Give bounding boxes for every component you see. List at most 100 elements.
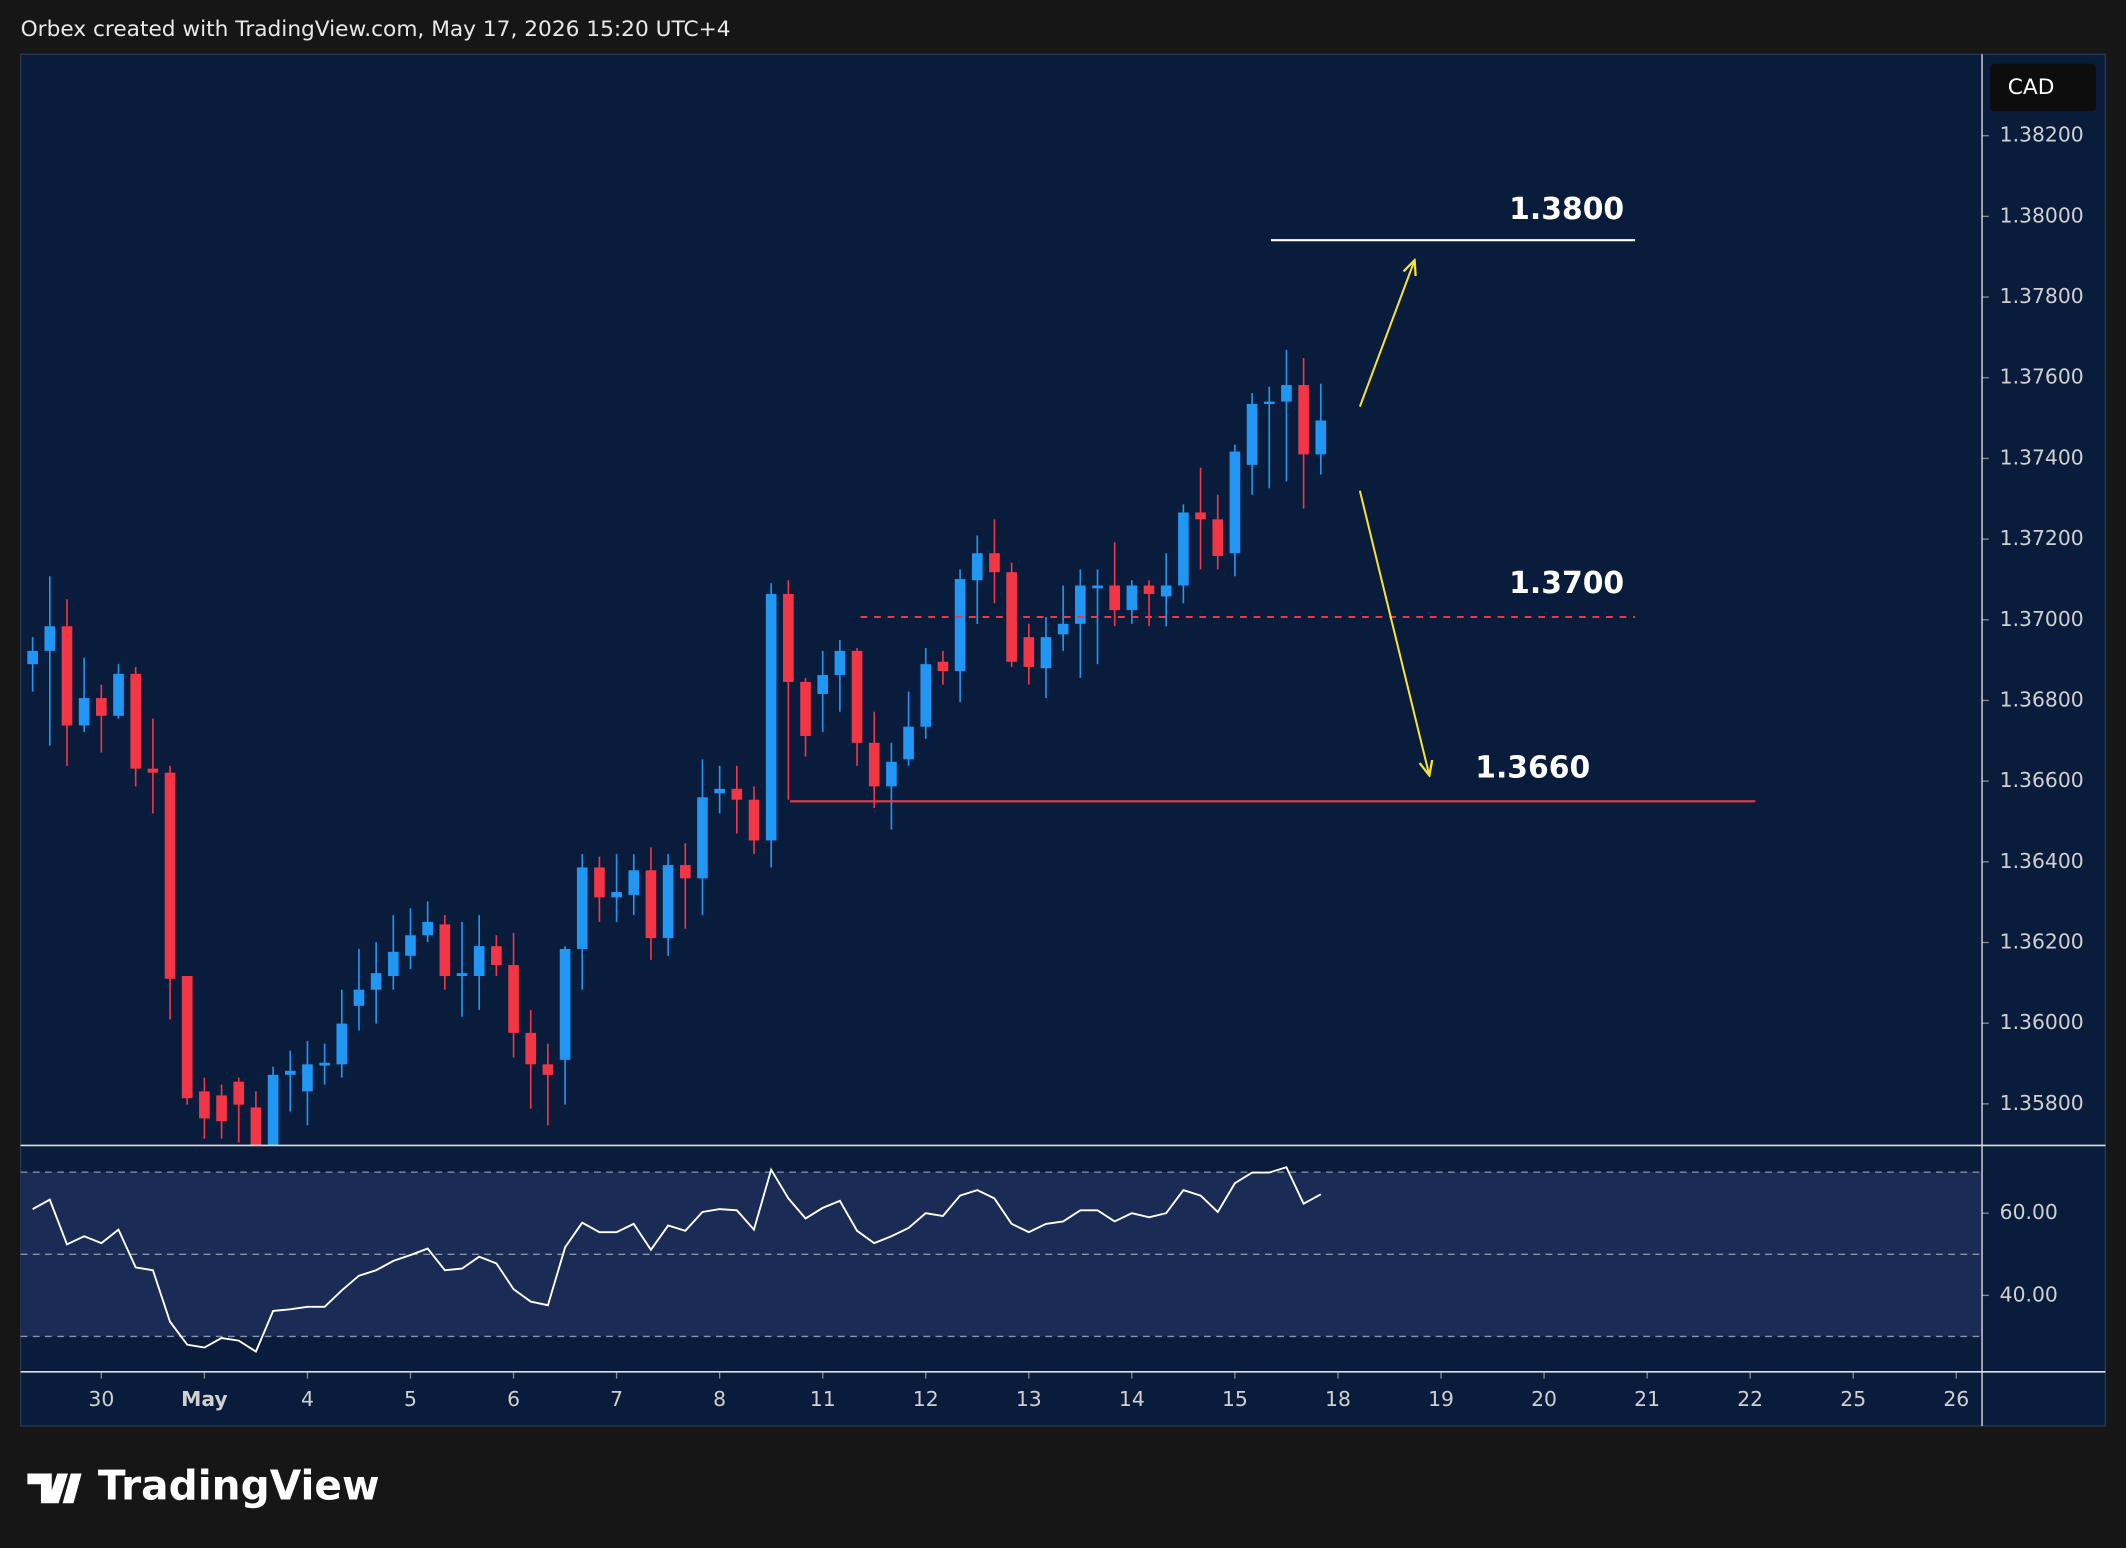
x-tick-label: 6 — [507, 1387, 520, 1411]
x-tick-label: 7 — [610, 1387, 623, 1411]
x-tick-label: 19 — [1428, 1387, 1454, 1411]
candle-body — [1126, 585, 1138, 611]
y-tick-label: 1.37000 — [2000, 607, 2084, 631]
candle-body — [954, 579, 966, 672]
candle-body — [731, 788, 743, 800]
candle-body — [353, 989, 365, 1006]
candle-body — [199, 1091, 210, 1119]
candle-body — [422, 921, 433, 936]
arrow-down — [1358, 490, 1429, 774]
candle-body — [473, 946, 485, 976]
candle-body — [78, 698, 90, 726]
candle-body — [284, 1070, 296, 1075]
currency: CAD — [2008, 75, 2055, 100]
candle-body — [181, 975, 193, 1099]
candle-body — [920, 664, 932, 727]
candle-body — [1229, 451, 1241, 554]
candle-body — [1212, 519, 1224, 557]
candle-body — [576, 867, 588, 949]
candle-body — [886, 761, 897, 787]
candle-body — [164, 772, 176, 979]
candle-body — [216, 1095, 227, 1122]
candle-body — [61, 626, 73, 726]
candle-body — [765, 593, 777, 841]
level-label: 1.3660 — [1475, 750, 1590, 785]
candle-body — [971, 553, 983, 581]
rsi-line — [32, 1166, 1322, 1353]
candle-body — [1160, 585, 1172, 597]
candle-body — [1057, 623, 1069, 635]
candle-body — [319, 1062, 330, 1066]
x-tick-label: 15 — [1222, 1387, 1248, 1411]
candle-body — [1195, 512, 1206, 520]
x-tick-label: 30 — [88, 1387, 114, 1411]
candle-body — [1246, 403, 1258, 465]
x-tick-label: May — [181, 1387, 228, 1411]
candle-body — [611, 892, 622, 898]
candle-body — [645, 870, 657, 939]
candle-body — [697, 797, 708, 879]
y-tick-label: 1.36000 — [2000, 1010, 2084, 1034]
candle-body — [1143, 585, 1155, 594]
y-tick-label: 1.37400 — [2000, 445, 2084, 469]
candle-body — [748, 799, 760, 841]
candle-body — [783, 593, 794, 682]
currency-box — [1990, 63, 2096, 112]
candle-body — [44, 626, 56, 651]
x-tick-label: 25 — [1840, 1387, 1866, 1411]
candle-body — [456, 973, 468, 976]
candle-body — [817, 675, 829, 695]
candle-body — [27, 650, 38, 665]
candle-body — [989, 553, 1000, 573]
level-label: 1.3800 — [1509, 192, 1624, 227]
candle-body — [96, 698, 107, 716]
y-tick-label: 1.35800 — [2000, 1091, 2084, 1115]
x-tick-label: 20 — [1531, 1387, 1557, 1411]
x-tick-label: 11 — [810, 1387, 836, 1411]
candle-body — [662, 865, 674, 939]
candle-body — [439, 924, 451, 976]
candle-body — [491, 946, 502, 966]
x-tick-label: 4 — [301, 1387, 314, 1411]
candle-body — [1109, 585, 1121, 611]
candle-body — [1178, 512, 1189, 586]
x-tick-label: 13 — [1016, 1387, 1042, 1411]
candle-body — [559, 948, 571, 1060]
candle-body — [1075, 585, 1086, 624]
candle-body — [508, 965, 519, 1033]
x-tick-label: 18 — [1325, 1387, 1351, 1411]
y-tick-label: 1.36600 — [2000, 768, 2084, 792]
candle-body — [267, 1074, 279, 1146]
logo: TradingView — [27, 1461, 380, 1509]
candle-body — [1298, 385, 1309, 455]
candle-body — [800, 681, 811, 736]
y-tick-label: 1.36200 — [2000, 930, 2084, 954]
candle-body — [525, 1032, 537, 1065]
candle-body — [868, 742, 880, 787]
logo-mark — [27, 1473, 82, 1504]
candle-body — [1263, 401, 1275, 404]
candle-body — [594, 867, 605, 898]
candle-body — [387, 951, 399, 976]
candle-body — [302, 1064, 313, 1092]
y-tick-label: 1.38200 — [2000, 123, 2084, 147]
brand: TradingView — [98, 1461, 380, 1509]
x-tick-label: 21 — [1634, 1387, 1660, 1411]
arrow-up — [1358, 262, 1414, 408]
x-tick-label: 12 — [913, 1387, 939, 1411]
x-tick-label: 14 — [1119, 1387, 1145, 1411]
candle-body — [1281, 385, 1292, 402]
candle-body — [628, 870, 640, 895]
level-label: 1.3700 — [1509, 566, 1624, 601]
candle-body — [130, 673, 142, 769]
candle-body — [714, 788, 725, 794]
header: Orbex created with TradingView.com, May … — [21, 17, 731, 42]
candle-body — [336, 1023, 348, 1065]
y-tick-label: 1.38000 — [2000, 203, 2084, 227]
candle-body — [1040, 637, 1052, 669]
candle-body — [147, 768, 159, 773]
candle-body — [834, 650, 846, 676]
candle-body — [405, 935, 416, 956]
y-tick-label: 1.37800 — [2000, 284, 2084, 308]
